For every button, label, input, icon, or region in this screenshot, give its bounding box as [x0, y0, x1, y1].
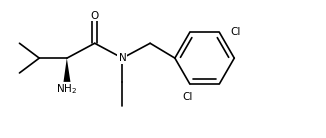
- Polygon shape: [64, 58, 70, 82]
- FancyBboxPatch shape: [90, 10, 100, 22]
- Text: Cl: Cl: [183, 92, 193, 102]
- FancyBboxPatch shape: [59, 83, 75, 95]
- FancyBboxPatch shape: [182, 91, 193, 103]
- FancyBboxPatch shape: [230, 26, 241, 38]
- Text: Cl: Cl: [230, 27, 241, 37]
- FancyBboxPatch shape: [117, 52, 127, 64]
- Text: N: N: [119, 53, 126, 63]
- Text: NH$_2$: NH$_2$: [56, 82, 78, 96]
- Text: O: O: [91, 10, 99, 21]
